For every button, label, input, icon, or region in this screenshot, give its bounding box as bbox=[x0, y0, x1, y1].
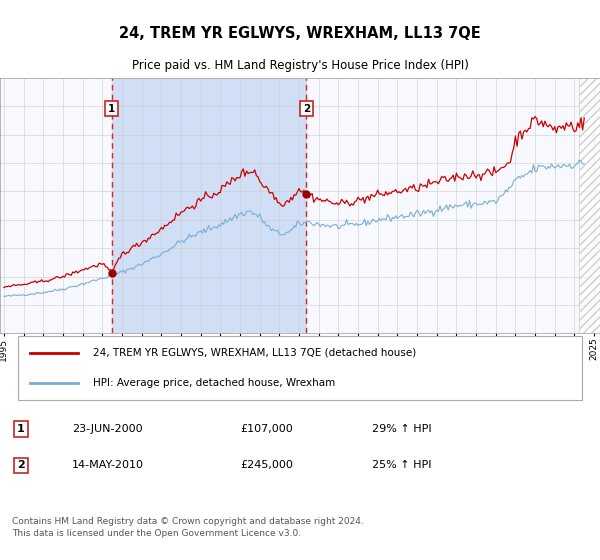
Text: Price paid vs. HM Land Registry's House Price Index (HPI): Price paid vs. HM Land Registry's House … bbox=[131, 59, 469, 72]
Bar bbox=[112, 78, 306, 333]
Bar bbox=[580, 78, 600, 333]
Text: 1: 1 bbox=[17, 424, 25, 434]
Text: 24, TREM YR EGLWYS, WREXHAM, LL13 7QE: 24, TREM YR EGLWYS, WREXHAM, LL13 7QE bbox=[119, 26, 481, 41]
FancyBboxPatch shape bbox=[18, 336, 582, 400]
Text: 2: 2 bbox=[302, 104, 310, 114]
Text: 24, TREM YR EGLWYS, WREXHAM, LL13 7QE (detached house): 24, TREM YR EGLWYS, WREXHAM, LL13 7QE (d… bbox=[93, 348, 416, 358]
Text: 29% ↑ HPI: 29% ↑ HPI bbox=[372, 424, 431, 434]
Text: 23-JUN-2000: 23-JUN-2000 bbox=[72, 424, 143, 434]
Text: 2: 2 bbox=[17, 460, 25, 470]
Text: 25% ↑ HPI: 25% ↑ HPI bbox=[372, 460, 431, 470]
Text: £107,000: £107,000 bbox=[240, 424, 293, 434]
Text: HPI: Average price, detached house, Wrexham: HPI: Average price, detached house, Wrex… bbox=[93, 378, 335, 388]
Text: 14-MAY-2010: 14-MAY-2010 bbox=[72, 460, 144, 470]
Text: £245,000: £245,000 bbox=[240, 460, 293, 470]
Text: 1: 1 bbox=[108, 104, 115, 114]
Text: Contains HM Land Registry data © Crown copyright and database right 2024.
This d: Contains HM Land Registry data © Crown c… bbox=[12, 517, 364, 538]
